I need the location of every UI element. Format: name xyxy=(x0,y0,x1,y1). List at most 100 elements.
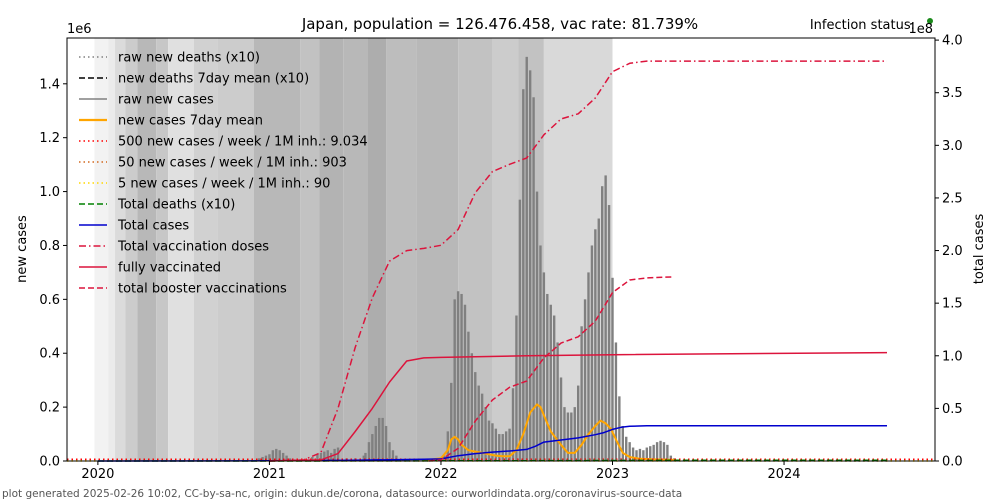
y-right-tick-label-5: 2.5 xyxy=(942,191,963,206)
new-cases-bar-50 xyxy=(491,423,494,461)
background-band-7 xyxy=(193,38,218,461)
background-band-9 xyxy=(253,38,301,461)
y-right-tick-label-4: 2.0 xyxy=(942,244,963,259)
y-left-tick-label-4: 0.8 xyxy=(39,239,60,254)
background-band-1 xyxy=(108,38,116,461)
new-cases-bar-86 xyxy=(614,342,618,461)
y-right-tick-label-3: 1.5 xyxy=(942,297,963,312)
new-cases-bar-35 xyxy=(436,459,439,461)
new-cases-bar-38 xyxy=(450,382,453,461)
new-cases-bar-84 xyxy=(607,205,611,461)
y-axis-right: 0.0 0.5 1.0 1.5 2.0 2.5 3.0 3.5 4.0 xyxy=(935,34,963,470)
new-cases-bar-56 xyxy=(511,388,515,461)
new-cases-bar-77 xyxy=(583,299,587,461)
background-band-11 xyxy=(319,38,344,461)
y-left-tick-label-5: 1.0 xyxy=(39,185,60,200)
new-cases-bar-101 xyxy=(666,444,669,461)
background-band-3 xyxy=(125,38,138,461)
new-cases-bar-87 xyxy=(618,396,621,461)
new-cases-bar-67 xyxy=(549,304,552,461)
new-cases-bars xyxy=(257,56,676,462)
background-band-12 xyxy=(343,38,368,461)
new-cases-bar-59 xyxy=(522,89,525,461)
infection-status-label: Infection status: xyxy=(810,18,915,33)
new-cases-bar-94 xyxy=(642,450,645,461)
new-cases-bar-37 xyxy=(446,431,450,461)
new-cases-bar-7 xyxy=(281,452,285,461)
new-cases-bar-69 xyxy=(556,342,559,461)
y-left-tick-label-7: 1.4 xyxy=(39,77,60,92)
legend: raw new deaths (x10) new deaths 7day mean… xyxy=(79,51,368,297)
y-right-tick-label-7: 3.5 xyxy=(942,86,963,101)
new-cases-bar-100 xyxy=(662,442,666,461)
legend-label-0: raw new deaths (x10) xyxy=(118,51,260,66)
new-cases-bar-60 xyxy=(525,56,528,462)
footer-note: plot generated 2025-02-26 10:02, CC-by-s… xyxy=(2,488,682,500)
y-left-tick-label-0: 0.0 xyxy=(39,455,60,470)
x-tick-label-3: 2023 xyxy=(596,467,629,482)
new-cases-bar-65 xyxy=(542,272,546,461)
infection-status-indicator xyxy=(927,18,933,24)
legend-label-4: 500 new cases / week / 1M inh.: 9.034 xyxy=(118,135,368,150)
new-cases-bar-78 xyxy=(587,272,590,461)
new-cases-bar-3 xyxy=(268,454,271,461)
y-left-tick-label-1: 0.2 xyxy=(39,401,60,416)
legend-label-11: total booster vaccinations xyxy=(118,282,287,297)
new-cases-bar-39 xyxy=(453,299,456,461)
new-cases-bar-102 xyxy=(669,455,673,461)
background-bands xyxy=(94,38,613,461)
y-axis-left: 0.0 0.2 0.4 0.6 0.8 1.0 1.2 1.4 xyxy=(39,77,67,470)
x-tick-label-1: 2021 xyxy=(253,467,286,482)
legend-label-10: fully vaccinated xyxy=(118,261,221,276)
new-cases-bar-97 xyxy=(652,444,655,461)
new-cases-bar-22 xyxy=(364,452,367,461)
background-band-5 xyxy=(156,38,169,461)
new-cases-bar-93 xyxy=(638,448,642,461)
new-cases-bar-16 xyxy=(329,452,333,461)
new-cases-bar-15 xyxy=(326,450,329,461)
legend-label-8: Total cases xyxy=(117,219,189,234)
series-line-8 xyxy=(269,60,887,462)
new-cases-bar-61 xyxy=(528,70,532,461)
new-cases-bar-52 xyxy=(498,434,501,461)
y-left-tick-label-3: 0.6 xyxy=(39,293,60,308)
new-cases-bar-29 xyxy=(388,442,391,461)
new-cases-bar-44 xyxy=(470,353,474,461)
new-cases-bar-0 xyxy=(257,458,261,461)
new-cases-bar-30 xyxy=(391,450,395,461)
new-cases-bar-96 xyxy=(649,446,652,461)
y-right-tick-label-2: 1.0 xyxy=(942,349,963,364)
new-cases-bar-70 xyxy=(559,377,563,461)
new-cases-bar-21 xyxy=(362,455,365,461)
background-band-14 xyxy=(386,38,417,461)
new-cases-bar-62 xyxy=(532,97,535,461)
new-cases-bar-55 xyxy=(508,428,511,461)
new-cases-bar-11 xyxy=(311,456,314,461)
new-cases-bar-51 xyxy=(494,428,498,461)
background-band-10 xyxy=(300,38,320,461)
new-cases-bar-24 xyxy=(371,434,374,461)
new-cases-bar-73 xyxy=(570,412,573,461)
new-cases-bar-32 xyxy=(402,459,405,461)
new-cases-bar-42 xyxy=(463,304,467,461)
new-cases-bar-45 xyxy=(474,372,477,461)
new-cases-bar-57 xyxy=(515,315,518,461)
new-cases-bar-72 xyxy=(566,412,570,461)
new-cases-bar-98 xyxy=(655,442,659,461)
background-band-8 xyxy=(217,38,254,461)
x-axis: 2020 2021 2022 2023 2024 xyxy=(81,461,801,482)
new-cases-bar-27 xyxy=(381,417,384,461)
new-cases-bar-1 xyxy=(261,456,264,461)
new-cases-bar-12 xyxy=(316,454,319,461)
y-left-tick-label-6: 1.2 xyxy=(39,131,60,146)
new-cases-bar-95 xyxy=(645,447,649,461)
series-line-7 xyxy=(97,425,887,462)
new-cases-bar-40 xyxy=(456,291,460,461)
new-cases-bar-23 xyxy=(367,442,371,461)
new-cases-bar-49 xyxy=(487,420,491,461)
new-cases-bar-14 xyxy=(323,451,326,461)
legend-label-5: 50 new cases / week / 1M inh.: 903 xyxy=(118,156,347,171)
new-cases-bar-54 xyxy=(504,431,508,461)
y-right-tick-label-0: 0.0 xyxy=(942,455,963,470)
